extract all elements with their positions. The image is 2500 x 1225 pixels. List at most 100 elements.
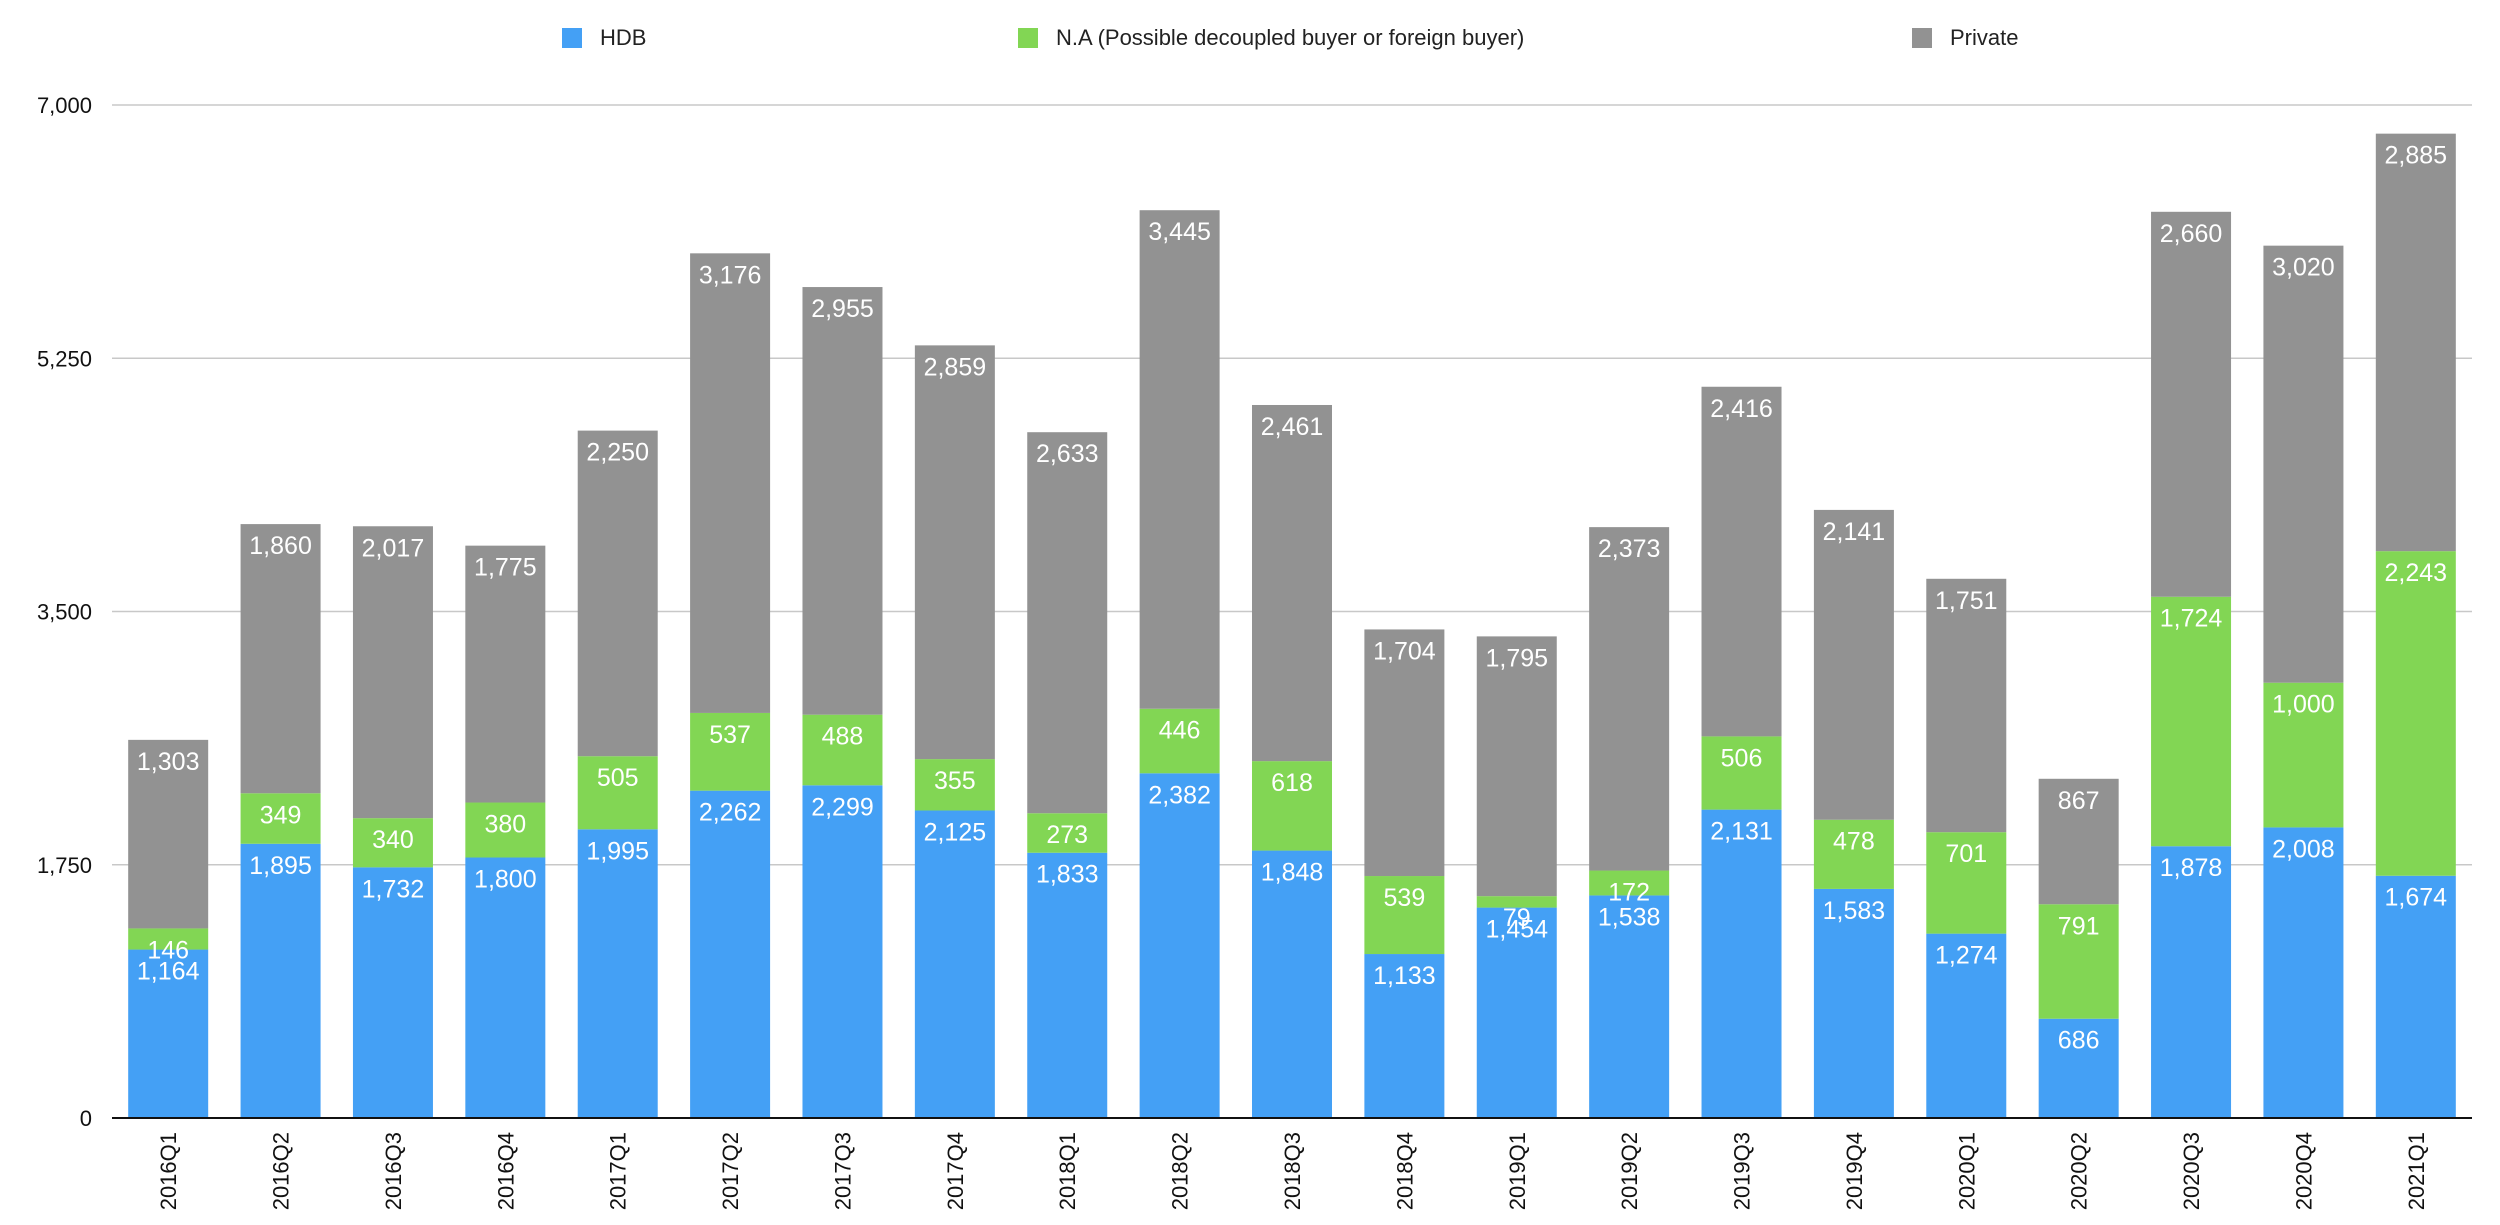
data-label: 2,243	[2385, 559, 2448, 587]
data-label: 1,274	[1935, 942, 1998, 970]
data-label: 2,250	[586, 439, 649, 467]
y-tick-label: 7,000	[37, 93, 92, 118]
y-tick-label: 3,500	[37, 600, 92, 625]
data-label: 1,775	[474, 554, 537, 582]
bar-segment-hdb	[1139, 773, 1220, 1118]
data-label: 2,131	[1710, 818, 1773, 846]
data-label: 1,895	[249, 852, 312, 880]
bar-segment-private	[1701, 386, 1782, 737]
bar-segment-hdb	[352, 867, 433, 1118]
bar-segment-private	[1926, 578, 2007, 833]
bar-segment-na	[1139, 708, 1220, 774]
x-tick-label: 2019Q2	[1617, 1132, 1642, 1210]
bar-segment-hdb	[128, 949, 209, 1118]
bar-segment-na	[802, 714, 883, 786]
bar-segment-private	[1252, 404, 1332, 762]
data-label: 2,660	[2160, 220, 2223, 248]
data-label: 2,461	[1261, 413, 1324, 441]
x-tick-label: 2018Q4	[1392, 1132, 1417, 1210]
x-tick-label: 2019Q1	[1505, 1132, 1530, 1210]
data-label: 2,299	[811, 793, 874, 821]
data-label: 2,141	[1823, 518, 1886, 546]
bar-segment-private	[352, 526, 433, 819]
data-label: 3,445	[1148, 218, 1211, 246]
x-tick-label: 2017Q2	[718, 1132, 743, 1210]
bar-segment-na	[240, 793, 321, 844]
bar-segment-na	[1701, 736, 1782, 810]
data-label: 2,416	[1710, 395, 1773, 423]
bar-segment-private	[1139, 210, 1220, 709]
x-tick-label: 2019Q3	[1730, 1132, 1755, 1210]
data-label: 340	[372, 826, 414, 854]
data-label: 2,382	[1148, 781, 1211, 809]
bar-segment-hdb	[1476, 907, 1557, 1118]
data-label: 1,164	[137, 958, 200, 986]
data-label: 3,020	[2272, 254, 2335, 282]
bar-segment-na	[1027, 813, 1108, 853]
data-label: 1,878	[2160, 854, 2223, 882]
bar-segment-private	[1589, 527, 1670, 871]
bar-segment-private	[690, 253, 771, 713]
bar-segment-hdb	[2151, 846, 2232, 1118]
x-tick-label: 2018Q1	[1055, 1132, 1080, 1210]
x-tick-label: 2020Q1	[1954, 1132, 1979, 1210]
bar-segment-na	[1252, 761, 1332, 851]
bar-segment-na	[1589, 870, 1670, 896]
data-label: 1,795	[1485, 644, 1548, 672]
bar-segment-na	[914, 759, 995, 811]
data-label: 505	[597, 764, 639, 792]
data-label: 478	[1833, 828, 1875, 856]
data-label: 2,373	[1598, 535, 1661, 563]
data-label: 1,848	[1261, 859, 1324, 887]
data-label: 2,885	[2385, 142, 2448, 170]
bar-segment-hdb	[690, 790, 771, 1118]
data-label: 1,704	[1373, 637, 1436, 665]
bar-segment-na	[2038, 904, 2119, 1019]
data-label: 1,583	[1823, 897, 1886, 925]
data-label: 3,176	[699, 261, 762, 289]
data-label: 2,633	[1036, 440, 1099, 468]
bar-segment-hdb	[1701, 809, 1782, 1118]
x-tick-label: 2020Q4	[2291, 1132, 2316, 1210]
data-label: 2,955	[811, 295, 874, 323]
legend-item-na: N.A (Possible decoupled buyer or foreign…	[1018, 18, 1524, 58]
bar-segment-private	[2375, 133, 2456, 552]
data-label: 1,751	[1935, 587, 1998, 615]
data-label: 349	[260, 801, 302, 829]
bar-segment-private	[802, 287, 883, 715]
bar-segment-hdb	[1027, 852, 1108, 1118]
x-tick-label: 2016Q4	[493, 1132, 518, 1210]
bar-segment-private	[240, 524, 321, 794]
bar-segment-na	[1364, 876, 1445, 955]
bar-segment-na	[690, 712, 771, 791]
data-label: 2,859	[924, 353, 987, 381]
legend-label-hdb: HDB	[600, 25, 647, 50]
legend-item-hdb: HDB	[562, 18, 646, 58]
bar-segment-hdb	[2263, 827, 2344, 1118]
x-tick-label: 2020Q2	[2067, 1132, 2092, 1210]
bar-segment-na	[2263, 682, 2344, 828]
data-label: 1,732	[362, 875, 425, 903]
bar-segment-private	[2151, 211, 2232, 597]
x-tick-label: 2019Q4	[1842, 1132, 1867, 1210]
data-label: 79	[1503, 904, 1531, 932]
bar-segment-na	[2375, 551, 2456, 876]
data-label: 701	[1945, 840, 1987, 868]
bar-segment-hdb	[1589, 895, 1670, 1118]
bar-segment-private	[577, 430, 658, 757]
x-tick-label: 2017Q1	[606, 1132, 631, 1210]
x-tick-label: 2016Q3	[381, 1132, 406, 1210]
data-label: 1,995	[586, 837, 649, 865]
bar-segment-private	[2038, 778, 2119, 905]
data-label: 506	[1721, 744, 1763, 772]
bar-segment-hdb	[1364, 954, 1445, 1118]
y-tick-label: 0	[80, 1106, 92, 1131]
bar-segment-na	[2151, 596, 2232, 847]
bar-segment-private	[1027, 432, 1108, 814]
bar-segment-hdb	[1813, 888, 1894, 1118]
data-label: 1,674	[2385, 884, 2448, 912]
bar-segment-hdb	[465, 857, 546, 1118]
bar-segment-na	[1926, 832, 2007, 934]
